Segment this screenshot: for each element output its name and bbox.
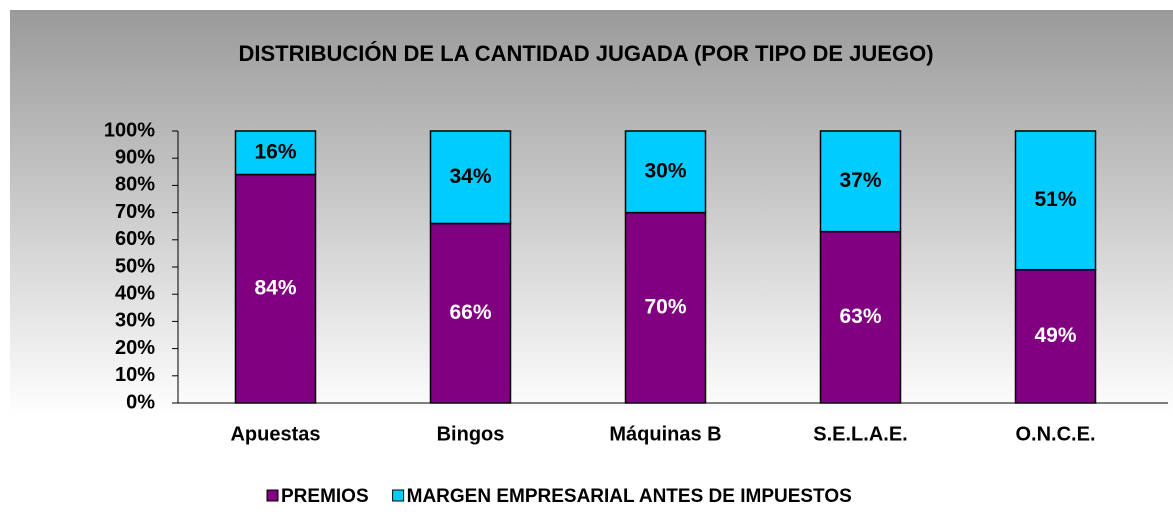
y-tick-label: 30% [115,310,155,332]
x-tick-label: Apuestas [230,423,320,445]
chart-background [10,10,1173,518]
data-label: 37% [839,169,881,192]
y-tick-label: 40% [115,282,155,304]
bar-segment [624,211,707,404]
legend-swatch [266,489,279,502]
x-tick-label: Máquinas B [609,423,721,445]
bar-segment [624,130,707,214]
y-tick-label: 90% [115,146,155,168]
data-label: 34% [449,165,491,188]
y-tick-label: 50% [115,255,155,277]
chart-title: DISTRIBUCIÓN DE LA CANTIDAD JUGADA (POR … [238,41,933,66]
x-tick-label: O.N.C.E. [1015,423,1095,445]
y-tick-label: 60% [115,228,155,250]
data-label: 16% [254,140,296,163]
bar-segment [429,222,512,404]
y-tick-label: 10% [115,364,155,386]
bar-segment [234,130,317,176]
data-label: 30% [644,159,686,182]
data-label: 63% [839,305,881,328]
y-tick-label: 70% [115,201,155,223]
y-tick-label: 80% [115,174,155,196]
y-tick-label: 100% [104,119,155,141]
bar-segment [819,130,902,233]
x-tick-label: Bingos [437,423,505,445]
bar-segment [1014,130,1097,271]
y-tick-label: 20% [115,337,155,359]
x-tick-label: S.E.L.A.E. [813,423,907,445]
data-label: 49% [1034,324,1076,347]
bar-segment [234,173,317,404]
y-tick-label: 0% [126,391,155,413]
legend-swatch [392,489,405,502]
bar-segment [1014,268,1097,404]
data-label: 51% [1034,188,1076,211]
data-label: 66% [449,301,491,324]
legend-label: MARGEN EMPRESARIAL ANTES DE IMPUESTOS [407,486,852,507]
legend-label: PREMIOS [281,486,369,507]
data-label: 70% [644,295,686,318]
data-label: 84% [254,276,296,299]
bar-segment [429,130,512,225]
